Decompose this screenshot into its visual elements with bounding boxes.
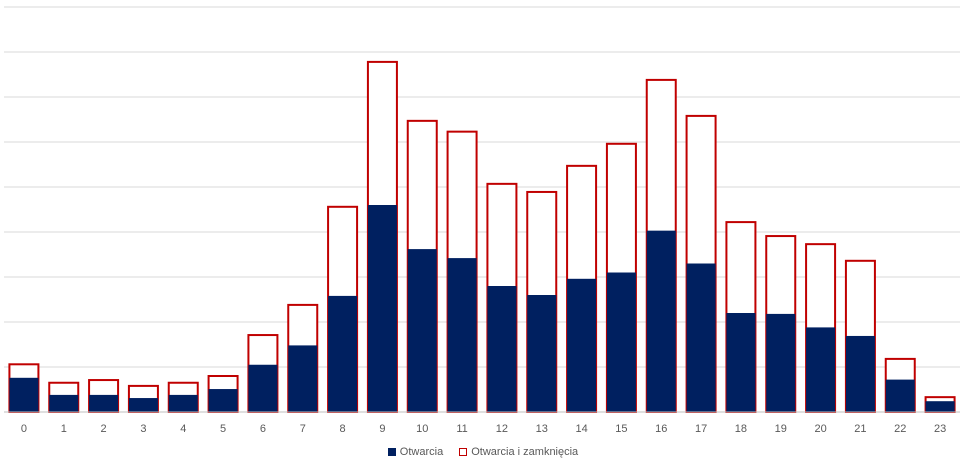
bar-otwarcia-5 bbox=[208, 389, 238, 412]
x-tick-label: 11 bbox=[456, 423, 467, 435]
chart-plot: 0 1 2 3 4 5 6 7 8 9 10 11 12 13 14 15 16 17 18 19 20 21 22 23 bbox=[4, 6, 960, 435]
x-tick-label: 6 bbox=[260, 423, 266, 435]
legend: Otwarcia Otwarcia i zamknięcia bbox=[0, 446, 966, 458]
legend-label-otwarcia: Otwarcia bbox=[399, 446, 444, 458]
x-tick-label: 0 bbox=[21, 423, 27, 435]
bar-otwarcia-21 bbox=[845, 335, 875, 412]
x-tick-label: 1 bbox=[61, 423, 67, 435]
x-tick-label: 5 bbox=[220, 423, 226, 435]
legend-item-otwarcia-i-zamkniecia: Otwarcia i zamknięcia bbox=[459, 446, 578, 458]
bar-otwarcia-1 bbox=[49, 394, 79, 412]
bar-otwarcia-17 bbox=[686, 263, 716, 412]
x-tick-label: 20 bbox=[814, 423, 826, 435]
x-tick-label: 3 bbox=[140, 423, 146, 435]
x-tick-label: 17 bbox=[695, 423, 707, 435]
legend-swatch-otwarcia bbox=[387, 448, 396, 456]
bar-otwarcia-16 bbox=[646, 230, 676, 412]
x-axis: 0 1 2 3 4 5 6 7 8 9 10 11 12 13 14 15 16 17 18 19 20 21 22 23 bbox=[4, 411, 960, 435]
bar-otwarcia-3 bbox=[128, 398, 158, 412]
legend-item-otwarcia: Otwarcia bbox=[387, 446, 444, 458]
bar-otwarcia-15 bbox=[606, 272, 636, 412]
legend-swatch-otwarcia-i-zamkniecia bbox=[459, 448, 468, 456]
x-tick-label: 22 bbox=[894, 423, 906, 435]
bar-otwarcia-20 bbox=[806, 327, 836, 412]
bar-otwarcia-4 bbox=[168, 394, 198, 412]
bars bbox=[8, 60, 956, 414]
bar-otwarcia-10 bbox=[407, 249, 437, 412]
bar-otwarcia-9 bbox=[367, 205, 397, 412]
x-tick-label: 14 bbox=[575, 423, 587, 435]
bar-otwarcia-0 bbox=[9, 377, 39, 412]
x-tick-label: 7 bbox=[300, 423, 306, 435]
x-tick-label: 15 bbox=[615, 423, 627, 435]
x-tick-label: 4 bbox=[180, 423, 186, 435]
x-tick-label: 13 bbox=[536, 423, 548, 435]
x-tick-label: 18 bbox=[735, 423, 747, 435]
bar-otwarcia-14 bbox=[567, 278, 597, 412]
gridlines bbox=[4, 6, 960, 368]
bar-otwarcia-19 bbox=[766, 313, 796, 412]
legend-label-otwarcia-i-zamkniecia: Otwarcia i zamknięcia bbox=[471, 446, 579, 458]
x-tick-label: 21 bbox=[854, 423, 866, 435]
bar-otwarcia-22 bbox=[885, 379, 915, 412]
bar-otwarcia-13 bbox=[527, 295, 557, 412]
x-tick-label: 9 bbox=[379, 423, 385, 435]
x-tick-label: 10 bbox=[416, 423, 428, 435]
bar-otwarcia-23 bbox=[925, 401, 955, 412]
x-tick-label: 19 bbox=[775, 423, 787, 435]
bar-otwarcia-2 bbox=[89, 394, 119, 412]
x-tick-label: 16 bbox=[655, 423, 667, 435]
bar-otwarcia-12 bbox=[487, 286, 517, 412]
x-tick-label: 23 bbox=[934, 423, 946, 435]
bar-otwarcia-11 bbox=[447, 258, 477, 412]
bar-otwarcia-18 bbox=[726, 313, 756, 412]
bar-otwarcia-7 bbox=[288, 345, 318, 412]
x-tick-label: 8 bbox=[340, 423, 346, 435]
bar-otwarcia-6 bbox=[248, 364, 278, 412]
x-tick-label: 12 bbox=[496, 423, 508, 435]
x-tick-label: 2 bbox=[101, 423, 107, 435]
bar-otwarcia-8 bbox=[328, 295, 358, 412]
